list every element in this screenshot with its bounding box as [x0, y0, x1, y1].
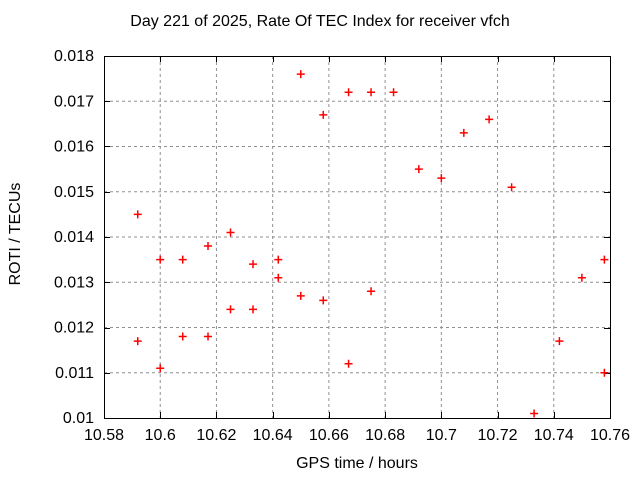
data-point: [226, 305, 235, 314]
x-tick-label: 10.64: [253, 427, 293, 444]
data-point: [274, 273, 283, 282]
y-tick-label: 0.012: [54, 320, 94, 337]
y-tick-label: 0.011: [55, 365, 94, 382]
data-point: [437, 174, 446, 183]
x-tick-label: 10.72: [478, 427, 518, 444]
data-point: [156, 364, 165, 373]
data-point: [600, 255, 609, 264]
data-point: [204, 332, 213, 341]
data-point: [226, 228, 235, 237]
data-point: [367, 287, 376, 296]
x-tick-label: 10.58: [84, 427, 124, 444]
x-tick-label: 10.7: [426, 427, 457, 444]
data-point: [600, 368, 609, 377]
data-point: [319, 110, 328, 119]
data-point: [178, 332, 187, 341]
x-tick-label: 10.6: [145, 427, 176, 444]
data-point: [577, 273, 586, 282]
data-point: [156, 255, 165, 264]
data-point: [133, 210, 142, 219]
y-tick-label: 0.016: [54, 139, 94, 156]
y-tick-label: 0.01: [63, 410, 94, 427]
data-point: [319, 296, 328, 305]
data-point: [555, 337, 564, 346]
x-tick-label: 10.66: [309, 427, 349, 444]
data-point: [296, 291, 305, 300]
x-tick-label: 10.76: [590, 427, 630, 444]
data-point: [507, 183, 516, 192]
y-tick-label: 0.017: [54, 93, 94, 110]
data-point: [485, 115, 494, 124]
y-tick-label: 0.015: [54, 184, 94, 201]
x-tick-label: 10.74: [534, 427, 574, 444]
data-point: [133, 337, 142, 346]
chart-title: Day 221 of 2025, Rate Of TEC Index for r…: [130, 13, 510, 30]
data-point: [204, 242, 213, 251]
data-point: [367, 88, 376, 97]
data-point: [389, 88, 398, 97]
data-point: [414, 165, 423, 174]
data-point: [296, 70, 305, 79]
y-tick-label: 0.018: [54, 48, 94, 65]
data-point: [530, 409, 539, 418]
data-point: [248, 260, 257, 269]
data-point: [178, 255, 187, 264]
y-tick-label: 0.013: [54, 274, 94, 291]
data-point: [344, 359, 353, 368]
data-point: [344, 88, 353, 97]
x-tick-label: 10.68: [365, 427, 405, 444]
data-point: [248, 305, 257, 314]
x-tick-label: 10.62: [196, 427, 236, 444]
x-axis-label: GPS time / hours: [296, 455, 418, 472]
data-point: [459, 128, 468, 137]
data-point: [274, 255, 283, 264]
y-tick-label: 0.014: [54, 229, 94, 246]
